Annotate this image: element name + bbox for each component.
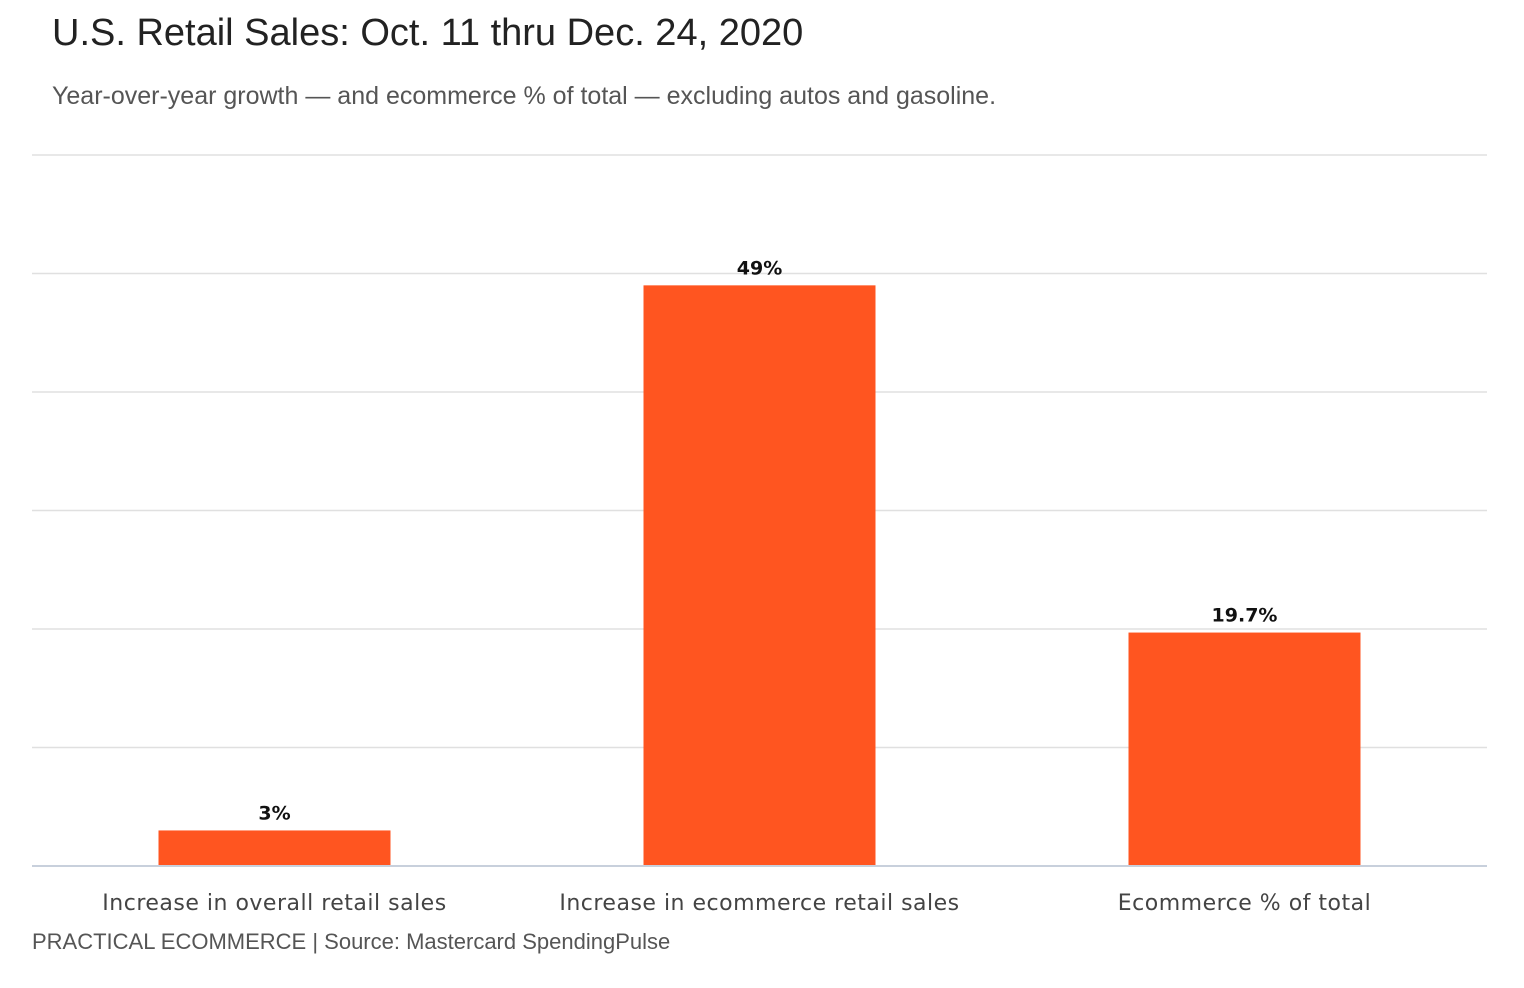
category-label: Ecommerce % of total xyxy=(1118,891,1371,916)
data-label: 49% xyxy=(737,257,782,279)
category-label: Increase in overall retail sales xyxy=(102,891,446,916)
chart-title: U.S. Retail Sales: Oct. 11 thru Dec. 24,… xyxy=(52,12,804,54)
data-label: 19.7% xyxy=(1212,605,1278,627)
bar xyxy=(158,830,391,866)
data-label: 3% xyxy=(258,802,290,824)
bar xyxy=(1128,632,1361,866)
category-label: Increase in ecommerce retail sales xyxy=(559,891,959,916)
bar xyxy=(643,285,876,867)
source-credit: PRACTICAL ECOMMERCE | Source: Mastercard… xyxy=(32,929,671,954)
chart-subtitle: Year-over-year growth — and ecommerce % … xyxy=(52,82,997,110)
